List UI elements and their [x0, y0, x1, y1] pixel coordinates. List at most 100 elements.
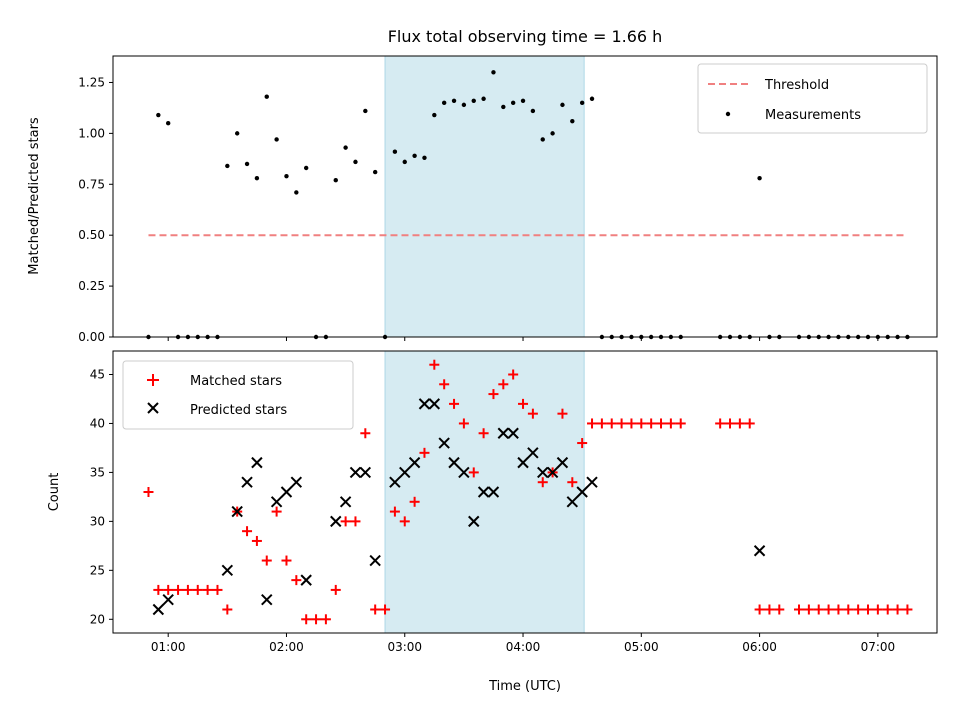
- matched-stars-series: [143, 359, 913, 625]
- matched-star-point: [646, 418, 657, 429]
- predicted-star-point: [507, 427, 519, 439]
- matched-star-point: [311, 614, 322, 625]
- matched-star-point: [587, 418, 598, 429]
- matched-star-point: [518, 398, 529, 409]
- matched-star-point: [764, 604, 775, 615]
- top-y-tick-label: 1.00: [78, 126, 105, 140]
- matched-star-point: [508, 369, 519, 380]
- matched-star-point: [626, 418, 637, 429]
- bottom-y-tick-label: 20: [90, 612, 105, 626]
- top-y-tick-label: 1.25: [78, 75, 105, 89]
- measurement-point: [254, 175, 260, 181]
- chart-title: Flux total observing time = 1.66 h: [388, 27, 663, 46]
- predicted-star-point: [162, 594, 174, 606]
- matched-star-point: [173, 584, 184, 595]
- measurement-point: [294, 190, 299, 195]
- predicted-star-point: [418, 398, 431, 410]
- bottom-x-tick-label: 05:00: [624, 640, 659, 654]
- matched-star-point: [715, 418, 726, 429]
- matched-star-point: [301, 614, 312, 625]
- measurement-point: [560, 102, 565, 108]
- matched-star-point: [330, 584, 341, 595]
- matched-star-point: [744, 418, 755, 429]
- predicted-star-point: [261, 594, 273, 606]
- matched-star-point: [212, 584, 223, 595]
- measurement-point: [491, 70, 496, 75]
- bottom-legend-box: [122, 360, 354, 430]
- bottom-x-tick-label: 02:00: [269, 640, 304, 654]
- bottom-x-tick-label: 01:00: [151, 640, 186, 654]
- matched-star-point: [872, 604, 883, 615]
- predicted-star-point: [369, 554, 381, 567]
- matched-star-point: [380, 604, 391, 615]
- matched-star-point: [853, 604, 864, 615]
- top-y-tick-label: 0.00: [78, 330, 105, 344]
- bottom-y-tick-label: 30: [90, 514, 105, 528]
- predicted-star-point: [330, 515, 342, 528]
- matched-star-point: [389, 506, 400, 517]
- measurement-point: [343, 145, 348, 150]
- matched-star-point: [557, 408, 568, 419]
- matched-star-point: [488, 389, 499, 400]
- matched-star-point: [794, 604, 805, 615]
- predicted-star-point: [458, 466, 470, 479]
- measurement-point: [501, 104, 506, 110]
- predicted-star-point: [349, 466, 362, 479]
- measurement-point: [422, 155, 427, 161]
- matched-star-point: [419, 447, 430, 458]
- measurement-point: [757, 175, 762, 181]
- measurement-point: [402, 159, 407, 165]
- predicted-star-point: [399, 466, 411, 479]
- bottom-y-axis: 20 25 30 35 40 45: [90, 368, 113, 626]
- predicted-stars-series: [152, 398, 766, 616]
- measurement-point: [274, 137, 279, 142]
- top-y-axis-label: Matched/Predicted stars: [27, 117, 42, 275]
- measurement-point: [156, 112, 161, 118]
- predicted-star-point: [359, 466, 372, 479]
- legend-matched-label: Matched stars: [190, 374, 282, 389]
- matched-star-point: [163, 584, 174, 595]
- predicted-star-point: [270, 496, 283, 508]
- predicted-star-point: [586, 476, 598, 488]
- predicted-star-point: [753, 545, 766, 557]
- matched-star-point: [320, 614, 331, 625]
- matched-star-point: [281, 555, 292, 566]
- matched-star-point: [882, 604, 893, 615]
- predicted-star-point: [152, 603, 165, 616]
- measurement-point: [432, 112, 437, 118]
- matched-star-point: [734, 418, 745, 429]
- matched-star-point: [449, 398, 460, 409]
- predicted-star-point: [487, 486, 500, 498]
- measurement-point: [530, 108, 536, 114]
- matched-star-point: [754, 604, 765, 615]
- measurement-point: [589, 96, 595, 101]
- matched-star-point: [271, 506, 282, 517]
- measurement-point: [481, 96, 486, 101]
- matched-star-point: [143, 487, 154, 497]
- legend-predicted-label: Predicted stars: [190, 403, 287, 418]
- predicted-star-point: [438, 437, 450, 449]
- top-y-tick-label: 0.75: [78, 177, 105, 191]
- measurement-point: [284, 173, 289, 179]
- top-y-tick-label: 0.25: [78, 279, 105, 293]
- measurement-point: [264, 94, 269, 99]
- matched-star-point: [202, 584, 213, 595]
- matched-star-point: [439, 379, 450, 390]
- matched-star-point: [360, 428, 371, 439]
- matched-star-point: [606, 418, 617, 429]
- bottom-x-tick-label: 07:00: [861, 640, 896, 654]
- measurement-point: [303, 165, 309, 171]
- matched-star-point: [251, 535, 262, 546]
- measurement-point: [510, 100, 516, 106]
- predicted-star-point: [517, 456, 529, 469]
- matched-star-point: [567, 477, 578, 488]
- predicted-star-point: [537, 466, 549, 479]
- bottom-x-tick-label: 06:00: [742, 640, 777, 654]
- bottom-y-tick-label: 45: [90, 368, 105, 382]
- top-legend-box: [697, 63, 928, 134]
- matched-star-point: [527, 408, 538, 419]
- predicted-star-point: [408, 456, 421, 469]
- bottom-y-tick-label: 25: [90, 563, 105, 577]
- predicted-star-point: [566, 496, 579, 508]
- bottom-x-tick-label: 04:00: [506, 640, 541, 654]
